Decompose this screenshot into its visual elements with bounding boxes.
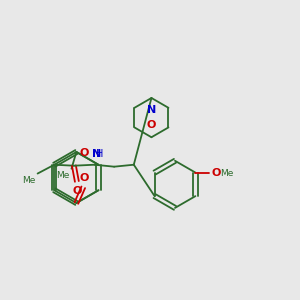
Text: O: O [79, 148, 89, 158]
Text: Me: Me [56, 171, 70, 180]
Text: O: O [211, 168, 220, 178]
Text: O: O [80, 173, 89, 183]
Text: O: O [72, 186, 82, 196]
Text: Me: Me [220, 169, 233, 178]
Text: H: H [95, 149, 103, 159]
Text: Me: Me [22, 176, 36, 184]
Text: O: O [147, 120, 156, 130]
Text: N: N [147, 105, 156, 115]
Text: N: N [92, 149, 101, 159]
